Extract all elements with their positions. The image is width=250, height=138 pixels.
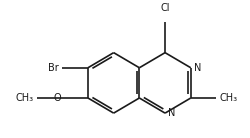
Text: CH₃: CH₃ bbox=[220, 93, 238, 103]
Text: CH₃: CH₃ bbox=[16, 93, 34, 103]
Text: Cl: Cl bbox=[160, 3, 170, 13]
Text: Br: Br bbox=[48, 63, 59, 73]
Text: O: O bbox=[53, 93, 61, 103]
Text: N: N bbox=[194, 63, 201, 73]
Text: N: N bbox=[168, 108, 175, 118]
